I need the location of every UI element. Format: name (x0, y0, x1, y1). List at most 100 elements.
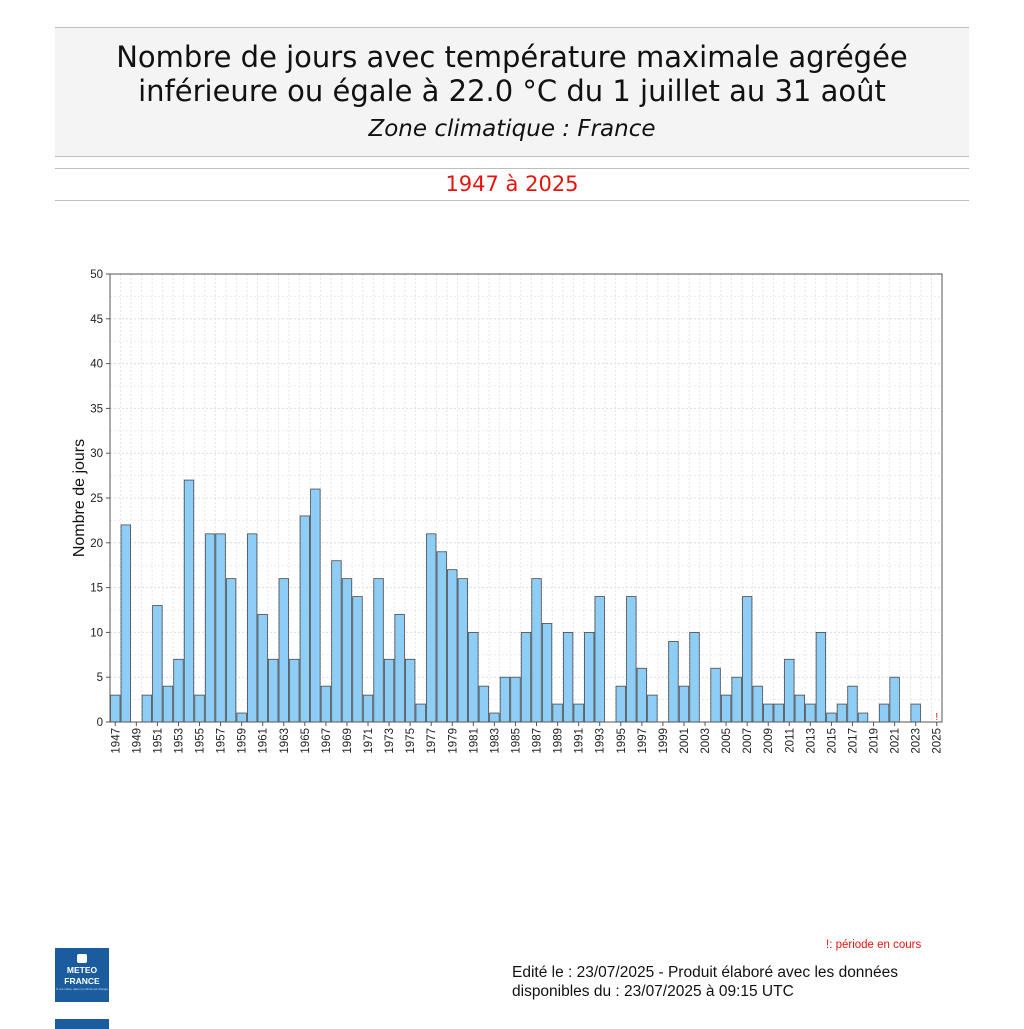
bar-1986 (520, 632, 532, 723)
x-tick-label: 1957 (216, 728, 228, 754)
bar-2017 (847, 685, 858, 723)
x-tick-label: 2019 (869, 728, 881, 754)
bar-1965 (299, 515, 311, 723)
bar-1980 (457, 578, 468, 723)
bar-1969 (341, 578, 353, 723)
x-tick-label: 1955 (195, 728, 207, 754)
bar-2004 (710, 667, 721, 723)
bar-1959 (236, 712, 247, 723)
y-tick-label: 30 (90, 448, 103, 460)
bar-1988 (541, 623, 553, 723)
bar-1989 (552, 703, 563, 723)
y-tick-label: 25 (90, 493, 103, 505)
edit-info-line2: disponibles du : 23/07/2025 à 09:15 UTC (512, 983, 794, 1000)
bar-1974 (394, 614, 405, 723)
bar-1990 (562, 632, 574, 723)
x-tick-label: 1995 (616, 728, 628, 754)
bar-1973 (383, 658, 395, 723)
bar-1963 (278, 578, 289, 723)
bar-2000 (668, 640, 679, 723)
bar-2015 (826, 712, 837, 723)
meteo-france-logo: METEO FRANCE À vos côtés, dans un climat… (55, 948, 109, 1002)
bar-2013 (805, 703, 816, 723)
x-tick-label: 2003 (700, 728, 712, 754)
x-tick-label: 1959 (237, 728, 249, 754)
x-tick-label: 1985 (510, 728, 522, 754)
x-tick-label: 2013 (805, 728, 817, 754)
x-tick-label: 2007 (742, 728, 754, 754)
y-tick-label: 0 (97, 717, 103, 729)
bar-2008 (752, 685, 763, 723)
in-progress-note: !: période en cours (826, 939, 922, 951)
chart-subtitle: Zone climatique : France (368, 116, 656, 142)
logo-text-line2: FRANCE (64, 976, 100, 986)
bar-1992 (584, 632, 595, 723)
bar-1971 (362, 694, 374, 723)
x-tick-label: 1979 (447, 728, 459, 754)
bar-1978 (436, 551, 447, 723)
y-tick-label: 45 (90, 314, 103, 326)
bar-1977 (426, 533, 437, 723)
bar-2007 (741, 596, 753, 723)
bar-1998 (647, 694, 658, 723)
bar-1956 (204, 533, 216, 723)
bar-2016 (836, 703, 848, 723)
bar-2021 (889, 676, 900, 723)
bar-1947 (110, 694, 121, 723)
x-tick-label: 2017 (847, 728, 859, 754)
bar-1985 (510, 676, 521, 723)
x-tick-label: 1993 (595, 728, 607, 754)
title-box: Nombre de jours avec température maximal… (55, 27, 969, 157)
bar-1951 (152, 605, 163, 723)
x-tick-label: 2009 (763, 728, 775, 754)
bar-1982 (478, 685, 490, 723)
bar-1987 (531, 578, 542, 723)
x-tick-label: 1963 (279, 728, 291, 754)
x-tick-label: 1983 (489, 728, 501, 754)
y-tick-label: 15 (90, 583, 103, 595)
x-tick-label: 1977 (426, 728, 438, 754)
bar-1968 (331, 560, 342, 723)
bar-2009 (763, 703, 774, 723)
bar-1962 (268, 658, 279, 723)
logo-text-line1: METEO (66, 965, 98, 975)
bar-1954 (183, 479, 195, 723)
x-tick-label: 2025 (932, 728, 944, 754)
x-tick-label: 1975 (405, 728, 417, 754)
y-tick-label: 10 (90, 627, 103, 639)
x-tick-label: 1947 (110, 728, 122, 754)
in-progress-marker: ! (935, 712, 938, 723)
meteo-france-emblem-icon (77, 954, 87, 963)
x-tick-label: 2005 (721, 728, 733, 754)
edit-info: Edité le : 23/07/2025 - Produit élaboré … (512, 963, 898, 1001)
bar-1952 (162, 685, 174, 723)
bar-1970 (352, 596, 363, 723)
x-tick-label: 1981 (468, 728, 480, 754)
x-tick-label: 1969 (342, 728, 354, 754)
x-tick-label: 1971 (363, 728, 375, 754)
x-tick-label: 1989 (553, 728, 565, 754)
y-tick-label: 5 (97, 672, 103, 684)
y-axis-label: Nombre de jours (71, 439, 88, 557)
bar-1997 (636, 667, 648, 723)
bar-2018 (857, 712, 869, 723)
x-tick-label: 1965 (300, 728, 312, 754)
x-tick-label: 2023 (911, 728, 923, 754)
x-tick-label: 1949 (131, 728, 143, 754)
x-tick-label: 2021 (890, 728, 902, 754)
edit-info-line1: Edité le : 23/07/2025 - Produit élaboré … (512, 964, 899, 981)
bar-1993 (594, 596, 605, 723)
y-tick-label: 20 (90, 538, 103, 550)
secondary-logo (55, 1019, 109, 1029)
y-tick-label: 50 (90, 269, 103, 281)
x-tick-label: 1967 (321, 728, 333, 754)
bar-1960 (247, 533, 258, 723)
bar-1966 (310, 488, 321, 723)
chart-title-line1: Nombre de jours avec température maximal… (116, 40, 908, 74)
x-tick-label: 2001 (679, 728, 691, 754)
x-tick-label: 1951 (152, 728, 164, 754)
x-tick-label: 1953 (173, 728, 185, 754)
x-tick-label: 1973 (384, 728, 396, 754)
logo-tagline: À vos côtés, dans un climat qui change (55, 987, 109, 991)
bar-2010 (773, 703, 784, 723)
